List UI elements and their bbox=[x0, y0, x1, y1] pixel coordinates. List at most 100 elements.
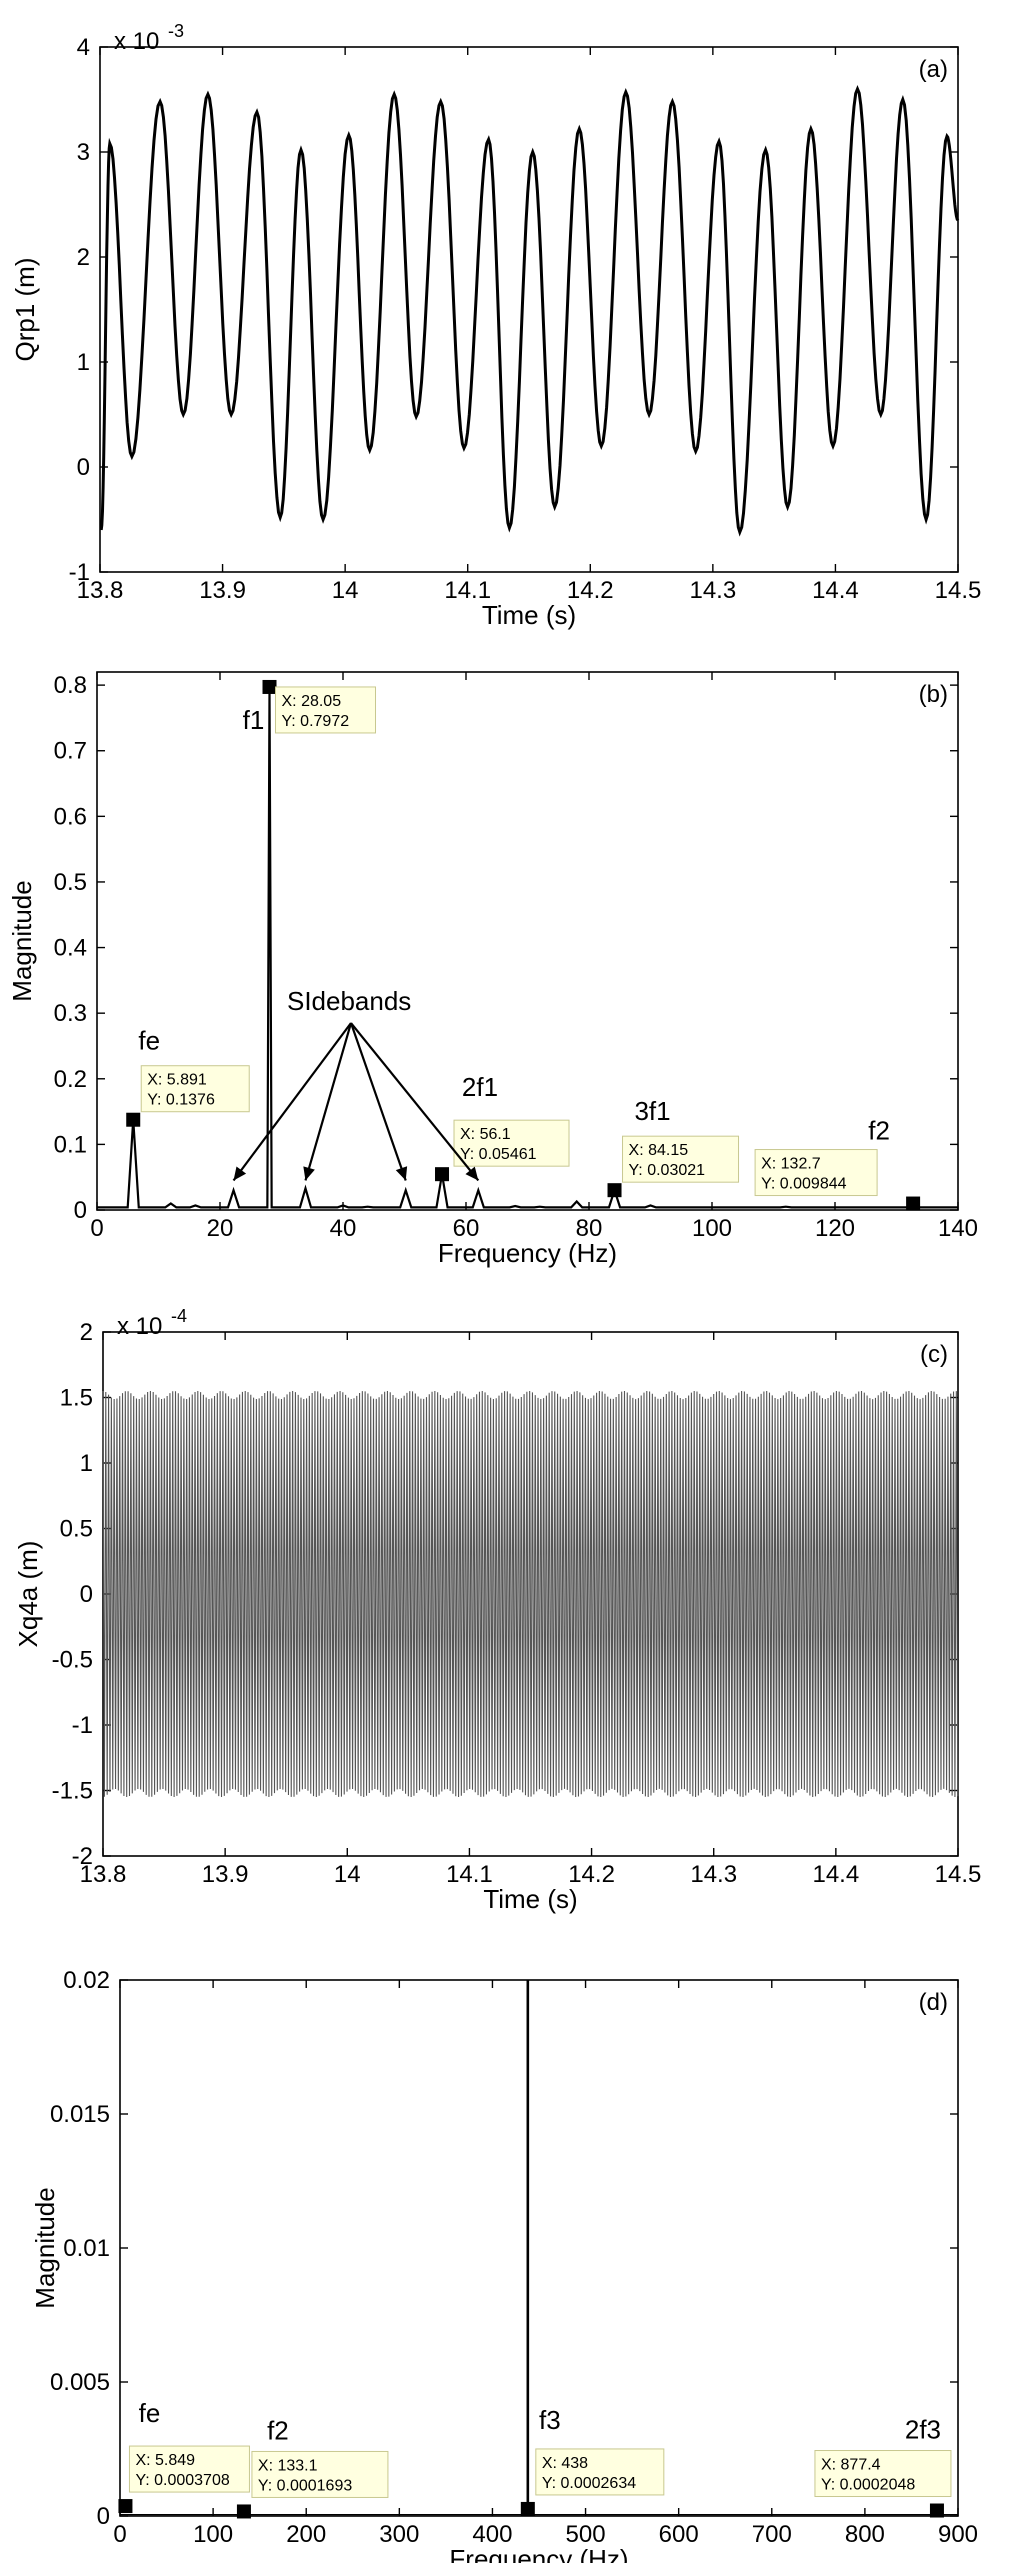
y-tick-label: 0.5 bbox=[60, 1516, 93, 1543]
data-tip-box bbox=[275, 686, 377, 734]
data-tip-y: Y: 0.0001693 bbox=[258, 2477, 352, 2494]
x-axis-label: Frequency (Hz) bbox=[449, 2544, 628, 2563]
panel-d: 0 100 200 300 400 500 600 700 800 900 0 0.005 0.01 0.… bbox=[30, 1967, 978, 2563]
data-tip-marker bbox=[118, 2499, 133, 2514]
x-axis-label: Time (s) bbox=[482, 600, 576, 630]
x-tick-label: 300 bbox=[379, 2521, 419, 2548]
y-tick-label: 4 bbox=[77, 34, 90, 61]
x-tick-label: 14.2 bbox=[568, 1861, 615, 1888]
series-line-xq4a bbox=[102, 1390, 959, 1798]
y-exponent-power: -3 bbox=[168, 21, 184, 41]
y-axis-label: Qrp1 (m) bbox=[10, 258, 40, 362]
data-tip-x: X: 132.7 bbox=[761, 1156, 821, 1173]
panel-tag: (d) bbox=[919, 1989, 948, 2016]
sideband-arrow bbox=[304, 1022, 353, 1181]
data-tip-y: Y: 0.009844 bbox=[761, 1176, 847, 1193]
y-tick-label: -0.5 bbox=[52, 1647, 93, 1674]
y-tick-label: 0.5 bbox=[54, 869, 87, 896]
data-tip-marker bbox=[906, 1196, 921, 1211]
data-tip-box bbox=[814, 2450, 952, 2498]
peak-annotation: f2 bbox=[267, 2415, 289, 2445]
panel-c: 13.8 13.9 14 14.1 14.2 14.3 14.4 14.5 -2 -1.5 -1 -0… bbox=[13, 1306, 981, 1914]
sideband-arrowhead bbox=[233, 1166, 247, 1181]
y-tick-label: 1.5 bbox=[60, 1385, 93, 1412]
x-tick-label: 100 bbox=[692, 1215, 732, 1242]
peak-annotation: 2f1 bbox=[462, 1072, 498, 1102]
x-tick-label: 80 bbox=[576, 1215, 603, 1242]
data-tip-marker bbox=[435, 1167, 450, 1182]
x-tick-label: 0 bbox=[113, 2521, 126, 2548]
y-exponent-label: x 10 bbox=[114, 28, 159, 55]
data-tip-marker bbox=[929, 2503, 944, 2518]
x-tick-label: 14.4 bbox=[812, 577, 859, 604]
x-tick-label: 14.4 bbox=[812, 1861, 859, 1888]
x-tick-label: 13.9 bbox=[199, 577, 246, 604]
y-tick-label: 0.01 bbox=[63, 2235, 110, 2262]
panel-tag: (c) bbox=[920, 1341, 948, 1368]
x-tick-label: 14 bbox=[332, 577, 359, 604]
data-tip-x: X: 133.1 bbox=[258, 2457, 318, 2474]
x-tick-label: 600 bbox=[659, 2521, 699, 2548]
y-exponent-power: -4 bbox=[171, 1306, 187, 1326]
y-tick-label: 0 bbox=[97, 2503, 110, 2530]
x-tick-label: 700 bbox=[752, 2521, 792, 2548]
y-axis-label: Xq4a (m) bbox=[13, 1541, 43, 1648]
x-tick-label: 14.5 bbox=[935, 577, 982, 604]
x-tick-label: 14.3 bbox=[690, 1861, 737, 1888]
y-axis-label: Magnitude bbox=[7, 880, 37, 1001]
data-tip-x: X: 5.849 bbox=[135, 2452, 195, 2469]
y-tick-label: 0.7 bbox=[54, 738, 87, 765]
x-tick-label: 400 bbox=[472, 2521, 512, 2548]
y-tick-label: 0 bbox=[80, 1581, 93, 1608]
x-axis-label: Time (s) bbox=[483, 1884, 577, 1914]
data-tip-marker bbox=[607, 1183, 622, 1198]
data-tip-x: X: 84.15 bbox=[629, 1142, 689, 1159]
x-tick-label: 40 bbox=[330, 1215, 357, 1242]
data-tip-box bbox=[754, 1149, 878, 1197]
peak-annotation: fe bbox=[138, 1026, 160, 1056]
y-tick-label: 0 bbox=[77, 454, 90, 481]
sideband-arrowhead bbox=[303, 1166, 315, 1181]
plot-frame bbox=[119, 1979, 959, 2517]
peak-annotation: f1 bbox=[243, 705, 265, 735]
y-tick-label: 1 bbox=[77, 349, 90, 376]
y-tick-label: 0.02 bbox=[63, 1967, 110, 1994]
sidebands-label: SIdebands bbox=[287, 986, 411, 1016]
peak-annotation: 3f1 bbox=[634, 1096, 670, 1126]
y-axis-label: Magnitude bbox=[30, 2187, 60, 2308]
x-tick-label: 140 bbox=[938, 1215, 978, 1242]
x-tick-label: 0 bbox=[90, 1215, 103, 1242]
peak-annotation: fe bbox=[139, 2398, 161, 2428]
data-tip-box bbox=[128, 2445, 250, 2493]
data-tip-x: X: 438 bbox=[542, 2455, 588, 2472]
x-tick-label: 14.5 bbox=[935, 1861, 982, 1888]
data-tip-y: Y: 0.05461 bbox=[460, 1146, 537, 1163]
y-tick-label: -1 bbox=[72, 1712, 93, 1739]
panel-tag: (a) bbox=[919, 56, 948, 83]
x-tick-label: 100 bbox=[193, 2521, 233, 2548]
y-tick-label: -1 bbox=[69, 559, 90, 586]
data-tip-x: X: 56.1 bbox=[460, 1126, 511, 1143]
data-tip-y: Y: 0.7972 bbox=[282, 713, 350, 730]
sideband-arrowhead bbox=[465, 1166, 479, 1181]
data-tip-box bbox=[535, 2448, 665, 2496]
plot-frame bbox=[99, 46, 959, 573]
sideband-arrow bbox=[349, 1022, 407, 1181]
y-tick-label: 0.6 bbox=[54, 803, 87, 830]
data-tip-marker bbox=[520, 2501, 535, 2516]
x-tick-label: 13.9 bbox=[202, 1861, 249, 1888]
sideband-arrowhead bbox=[395, 1166, 408, 1181]
data-tip-x: X: 877.4 bbox=[821, 2457, 881, 2474]
data-tip-marker bbox=[262, 679, 277, 694]
data-tip-y: Y: 0.0002048 bbox=[821, 2477, 915, 2494]
x-tick-label: 14.1 bbox=[446, 1861, 493, 1888]
data-tip-box bbox=[251, 2450, 389, 2498]
data-tip-box bbox=[622, 1135, 740, 1183]
sideband-arrow bbox=[232, 1022, 352, 1182]
x-tick-label: 200 bbox=[286, 2521, 326, 2548]
data-tip-x: X: 5.891 bbox=[147, 1072, 207, 1089]
data-tip-box bbox=[453, 1119, 570, 1167]
y-tick-label: 0.005 bbox=[50, 2369, 110, 2396]
x-tick-label: 14.3 bbox=[689, 577, 736, 604]
